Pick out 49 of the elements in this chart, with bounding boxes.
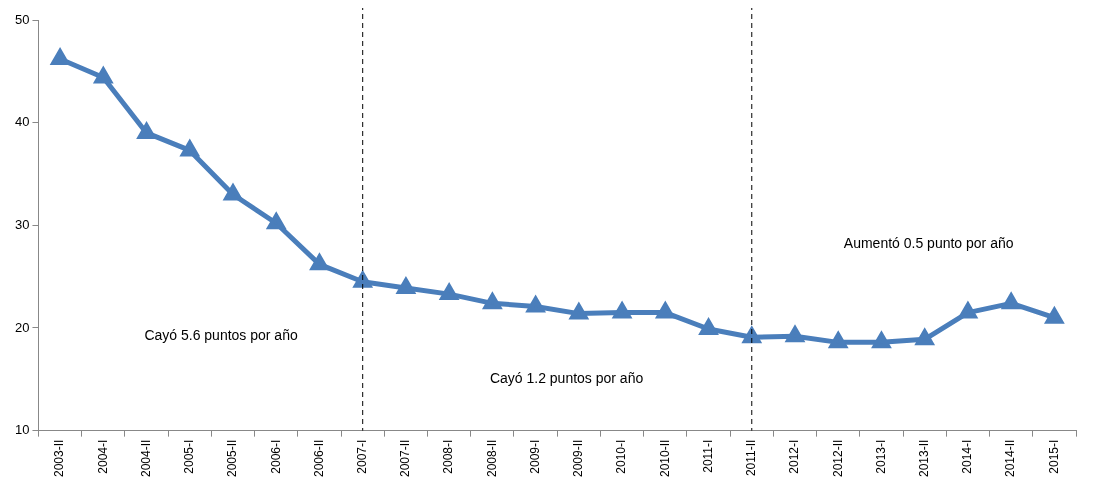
- x-tick-label: 2011-II: [744, 439, 759, 477]
- x-tick-label: 2006-I: [268, 439, 283, 474]
- x-tick-label: 2010-II: [657, 439, 672, 477]
- point: [482, 291, 503, 310]
- y-tick-label: 10: [14, 422, 30, 438]
- x-tick-label: 2014-I: [960, 439, 975, 474]
- y-tick-label: 30: [14, 216, 30, 232]
- point: [93, 65, 114, 84]
- x-tick-label: 2005-II: [225, 439, 240, 477]
- x-tick-label: 2010-I: [614, 439, 629, 474]
- point: [914, 327, 935, 346]
- x-tick-label: 2004-I: [95, 439, 110, 474]
- point: [438, 282, 460, 301]
- annotation: Cayó 5.6 puntos por año: [144, 327, 298, 344]
- point: [137, 123, 156, 139]
- x-tick-label: 2009-I: [527, 439, 542, 474]
- point: [871, 330, 892, 349]
- x-tick-label: 2012-II: [830, 439, 845, 477]
- point: [309, 252, 329, 271]
- point: [179, 138, 200, 157]
- point: [741, 325, 762, 344]
- annotation: Aumentó 0.5 punto por año: [843, 234, 1014, 251]
- point: [49, 47, 69, 66]
- x-tick-label: 2003-II: [52, 439, 67, 477]
- x-tick-label: 2008-II: [484, 439, 499, 477]
- annotation: Cayó 1.2 puntos por año: [489, 369, 644, 386]
- x-tick-label: 2014-II: [1003, 439, 1018, 477]
- y-tick-label: 40: [14, 114, 30, 130]
- point: [784, 324, 806, 343]
- point: [395, 276, 417, 294]
- point: [525, 294, 546, 313]
- x-tick-label: 2008-I: [441, 439, 456, 474]
- x-tick-label: 2009-II: [571, 439, 586, 477]
- x-tick-label: 2013-I: [873, 439, 888, 474]
- point: [828, 330, 849, 349]
- x-tick-label: 2013-II: [917, 439, 931, 477]
- x-tick-label: 2007-II: [398, 439, 413, 477]
- x-tick-label: 2015-I: [1046, 439, 1061, 474]
- x-tick-label: 2007-I: [355, 439, 369, 474]
- point: [1000, 291, 1022, 310]
- x-tick-label: 2011-I: [700, 439, 715, 473]
- point: [698, 317, 719, 336]
- x-tick-label: 2012-I: [787, 439, 802, 474]
- x-tick-label: 2006-II: [311, 439, 326, 477]
- x-tick-label: 2005-I: [182, 439, 197, 474]
- point: [266, 211, 287, 230]
- y-tick-label: 20: [14, 319, 30, 335]
- x-tick-label: 2004-II: [138, 439, 153, 477]
- y-tick-label: 50: [14, 11, 30, 27]
